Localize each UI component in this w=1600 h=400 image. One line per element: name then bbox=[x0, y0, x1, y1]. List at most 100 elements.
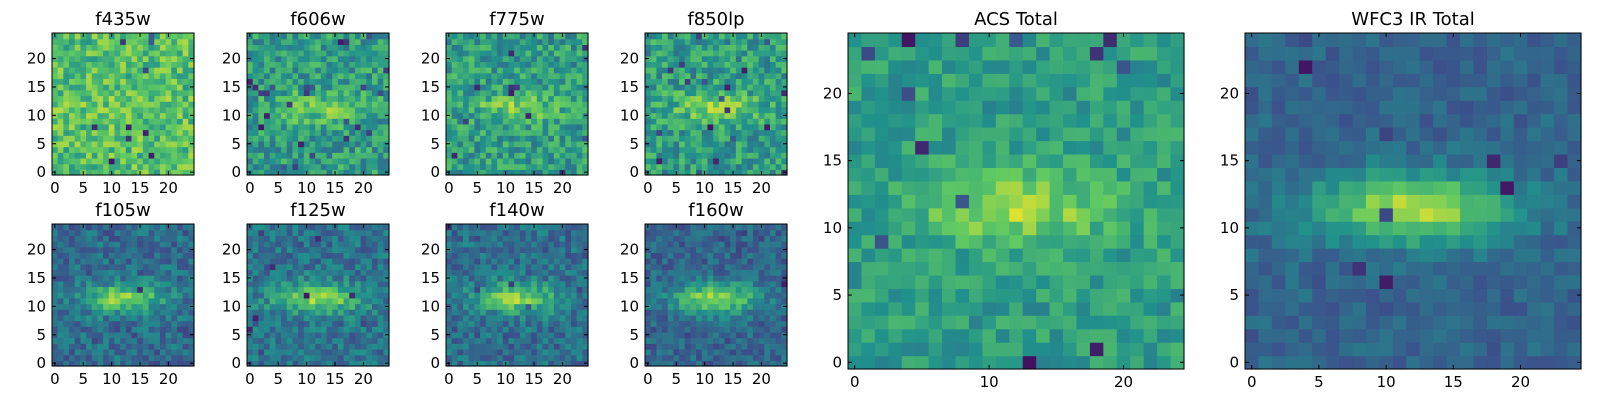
heatmap-cell bbox=[662, 118, 669, 125]
heatmap-cell bbox=[366, 38, 373, 45]
heatmap-cell bbox=[354, 263, 362, 271]
heatmap-cell bbox=[292, 163, 299, 170]
heatmap-cell bbox=[114, 354, 121, 361]
heatmap-cell bbox=[154, 269, 161, 276]
heatmap-cell bbox=[713, 303, 720, 310]
heatmap-cell bbox=[491, 263, 498, 271]
heatmap-cell bbox=[349, 129, 356, 136]
heatmap-cell bbox=[383, 326, 390, 333]
heatmap-cell bbox=[735, 89, 743, 97]
heatmap-cell bbox=[508, 106, 515, 114]
heatmap-cell bbox=[713, 72, 720, 80]
heatmap-cell bbox=[491, 348, 498, 356]
heatmap-cell bbox=[69, 89, 76, 97]
y-tick-label: 0 bbox=[629, 163, 639, 181]
heatmap-cell bbox=[108, 112, 116, 119]
heatmap-cell bbox=[91, 303, 99, 310]
heatmap-cell bbox=[360, 67, 367, 74]
heatmap-cell bbox=[474, 106, 481, 114]
heatmap-cell bbox=[159, 320, 167, 327]
heatmap-cell bbox=[137, 269, 144, 276]
heatmap-cell bbox=[354, 140, 362, 148]
heatmap-cell bbox=[354, 67, 362, 74]
heatmap-cell bbox=[457, 360, 464, 367]
heatmap-cell bbox=[468, 229, 475, 236]
heatmap-cell bbox=[337, 50, 345, 57]
heatmap-cell bbox=[176, 129, 184, 136]
heatmap-cell bbox=[570, 67, 578, 74]
heatmap-cell bbox=[548, 135, 555, 142]
heatmap-cell bbox=[131, 135, 138, 142]
heatmap-cell bbox=[188, 348, 195, 356]
heatmap-cell bbox=[735, 309, 743, 316]
heatmap-cell bbox=[264, 360, 271, 367]
heatmap-cell bbox=[463, 50, 470, 57]
heatmap-cell bbox=[114, 269, 121, 276]
heatmap-cell bbox=[354, 292, 362, 299]
heatmap-cell bbox=[371, 337, 379, 344]
heatmap-cell bbox=[758, 152, 765, 159]
heatmap-cell bbox=[684, 106, 692, 114]
heatmap-cell bbox=[269, 309, 276, 316]
heatmap-cell bbox=[775, 348, 782, 356]
heatmap-cell bbox=[188, 343, 195, 350]
heatmap-cell bbox=[451, 118, 458, 125]
heatmap-cell bbox=[536, 123, 544, 131]
heatmap-cell bbox=[97, 314, 104, 322]
heatmap-cell bbox=[252, 72, 259, 80]
heatmap-cell bbox=[80, 235, 87, 242]
heatmap-cell bbox=[366, 326, 373, 333]
heatmap-cell bbox=[354, 163, 362, 170]
heatmap-cell bbox=[332, 84, 339, 91]
heatmap-cell bbox=[332, 348, 339, 356]
heatmap-cell bbox=[536, 326, 544, 333]
heatmap-cell bbox=[531, 286, 538, 293]
heatmap-cell bbox=[108, 258, 116, 265]
heatmap-cell bbox=[298, 326, 305, 333]
heatmap-cell bbox=[474, 72, 481, 80]
heatmap-cell bbox=[258, 72, 265, 80]
heatmap-cell bbox=[690, 326, 697, 333]
heatmap-cell bbox=[480, 252, 487, 259]
heatmap-cell bbox=[769, 50, 777, 57]
heatmap-cell bbox=[91, 354, 99, 361]
heatmap-cell bbox=[508, 118, 515, 125]
heatmap-cell bbox=[468, 118, 475, 125]
heatmap-cell bbox=[497, 157, 504, 165]
heatmap-cell bbox=[125, 33, 133, 40]
heatmap-cell bbox=[508, 38, 515, 45]
heatmap-cell bbox=[125, 337, 133, 344]
heatmap-cell bbox=[349, 140, 356, 148]
heatmap-cell bbox=[360, 38, 367, 45]
heatmap-cell bbox=[57, 246, 64, 253]
heatmap-cell bbox=[718, 61, 726, 68]
heatmap-cell bbox=[502, 67, 510, 74]
heatmap-cell bbox=[103, 246, 110, 253]
heatmap-cell bbox=[326, 269, 333, 276]
heatmap-cell bbox=[298, 275, 305, 282]
heatmap-cell bbox=[383, 163, 390, 170]
heatmap-cell bbox=[86, 118, 93, 125]
heatmap-cell bbox=[730, 50, 737, 57]
heatmap-cell bbox=[690, 286, 697, 293]
heatmap-cell bbox=[451, 163, 458, 170]
heatmap-cell bbox=[383, 135, 390, 142]
heatmap-cell bbox=[542, 235, 549, 242]
heatmap-cell bbox=[182, 235, 189, 242]
heatmap-cell bbox=[656, 33, 663, 40]
heatmap-cell bbox=[542, 72, 549, 80]
heatmap-cell bbox=[91, 258, 99, 265]
y-tick-label: 20 bbox=[620, 50, 639, 68]
heatmap-cell bbox=[480, 72, 487, 80]
heatmap-cell bbox=[281, 140, 288, 148]
heatmap-cell bbox=[480, 343, 487, 350]
heatmap-cell bbox=[86, 106, 93, 114]
heatmap-cell bbox=[582, 129, 589, 136]
heatmap-cell bbox=[553, 135, 561, 142]
heatmap-cell bbox=[667, 280, 674, 288]
heatmap-cell bbox=[764, 354, 771, 361]
heatmap-cell bbox=[86, 246, 93, 253]
heatmap-cell bbox=[707, 123, 714, 131]
heatmap-cell bbox=[349, 348, 356, 356]
heatmap-cell bbox=[491, 360, 498, 367]
